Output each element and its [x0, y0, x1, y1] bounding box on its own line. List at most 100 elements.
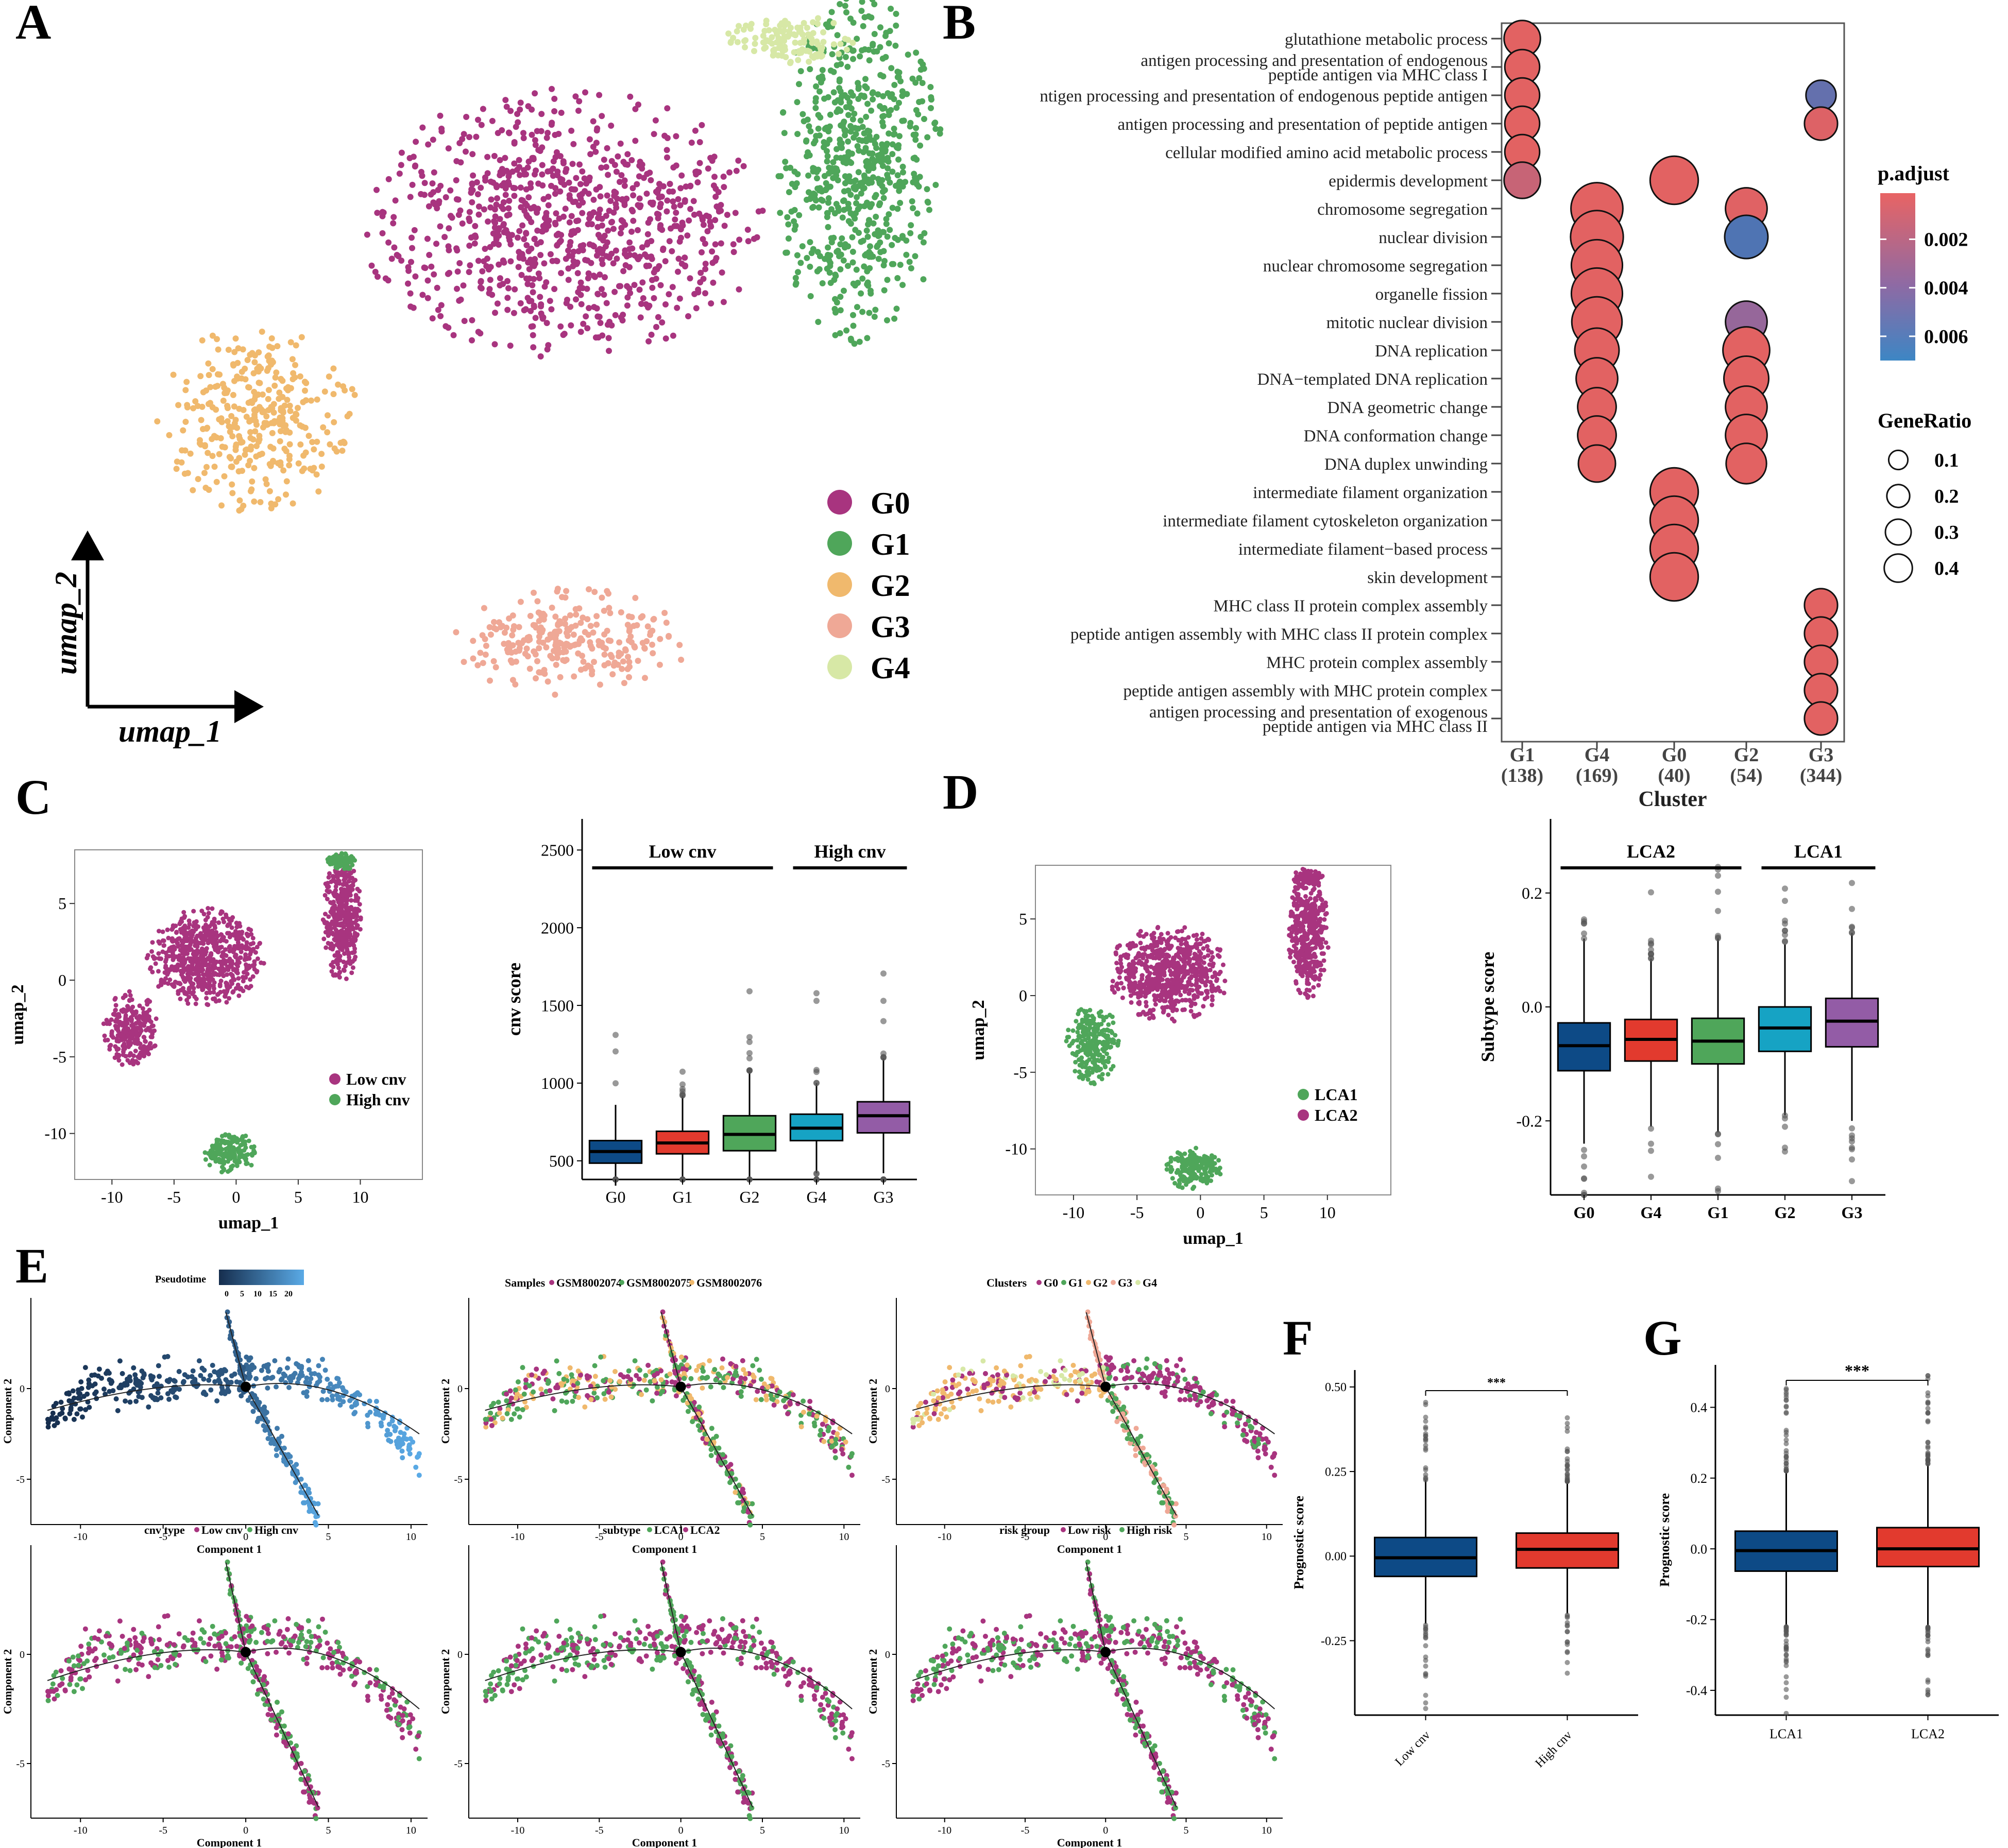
subplot-title: Samples: [505, 1276, 546, 1289]
generatio-label: 0.3: [1934, 522, 1959, 543]
x-tick-label: -10: [938, 1825, 951, 1836]
term-label: MHC protein complex assembly: [1266, 654, 1488, 672]
umap-y-label: umap_2: [49, 572, 83, 675]
outliers: [880, 970, 887, 1183]
dotplot-x-label: Cluster: [1639, 788, 1707, 811]
y-tick-label: 0.0: [1522, 998, 1542, 1016]
y-tick-label: 0.2: [1691, 1471, 1708, 1486]
pseudotime-tick: 0: [225, 1290, 229, 1298]
box-g0: [588, 1032, 643, 1186]
legend-dot-g3: [827, 613, 852, 638]
y-tick-label: -5: [454, 1474, 463, 1485]
x-axis-label: Component 1: [632, 1836, 697, 1848]
x-tick-label: -10: [511, 1531, 525, 1543]
x-tick-label: 10: [1262, 1531, 1272, 1543]
panel-f-boxplot: 0.50 0.25 0.00 -0.25 Prognostic score Low cnv…: [1291, 1370, 1638, 1770]
x-tick-label: High cnv: [1533, 1729, 1575, 1770]
pseudotime-tick: 20: [284, 1290, 293, 1298]
legend-label-g2: G2: [871, 569, 910, 603]
legend-label: GSM8002075: [626, 1276, 692, 1289]
x-axis-label: Component 1: [632, 1543, 697, 1555]
term-label: DNA geometric change: [1327, 399, 1488, 417]
legend-dot: [1135, 1280, 1141, 1285]
subplot-title: Pseudotime: [155, 1274, 206, 1285]
trajectory-points: [483, 1559, 855, 1821]
term-label: DNA replication: [1375, 342, 1488, 361]
umap-axes: umap_1 umap_2: [49, 531, 264, 748]
dotplot-frame: [1501, 22, 1845, 743]
y-axis-label: Component 2: [866, 1379, 879, 1444]
x-tick-label: 10: [839, 1531, 849, 1543]
y-tick-label: 0: [885, 1649, 890, 1661]
y-tick-label: 0: [457, 1383, 463, 1395]
y-axis-label: Component 2: [1, 1379, 14, 1444]
y-tick-label: -0.2: [1686, 1613, 1707, 1628]
padj-tick-label: 0.004: [1924, 278, 1968, 299]
pseudotime-tick: 10: [253, 1290, 262, 1298]
group-label: LCA2: [1627, 841, 1675, 862]
y-tick-label: 2500: [541, 841, 574, 860]
umap-y-tick: 5: [58, 894, 66, 913]
legend-dot: [619, 1280, 624, 1285]
outliers: [1423, 1399, 1428, 1712]
y-tick-label: 0.50: [1325, 1381, 1347, 1394]
y-axis-label: cnv score: [504, 963, 524, 1036]
legend-label: G2: [1093, 1276, 1108, 1289]
branch-node: [1100, 1647, 1111, 1657]
go-dot: [1724, 214, 1769, 260]
go-dot: [1649, 155, 1699, 206]
legend-label: LCA1: [654, 1524, 684, 1536]
y-tick-label: 500: [549, 1152, 574, 1170]
panel-c-boxplot: 500 1000 1500 2000 2500 cnv score G0 G1 G2 G4 G3 Lo…: [504, 819, 917, 1206]
legend-dot-g0: [827, 490, 852, 515]
term-label: chromosome segregation: [1317, 200, 1488, 219]
generatio-circle: [1884, 518, 1912, 546]
legend-label-g0: G0: [871, 486, 910, 520]
term-label: DNA duplex unwinding: [1324, 455, 1488, 474]
umap-frame: [1035, 865, 1391, 1195]
x-tick-label: -10: [511, 1825, 525, 1836]
subplot-legend: cnv type Low cnv High cnv: [144, 1524, 298, 1536]
umap-y-tick: 5: [1019, 910, 1027, 928]
dotplot-term-labels: glutathione metabolic process antigen pro…: [1040, 30, 1502, 736]
legend-label: High risk: [1127, 1524, 1172, 1536]
x-axis-label: Component 1: [197, 1836, 262, 1848]
x-tick-label: 0: [243, 1825, 248, 1836]
generatio-circle: [1883, 553, 1913, 583]
box-g4: [789, 990, 844, 1183]
x-tick-label: 0: [678, 1531, 684, 1543]
legend-dot-g2: [827, 572, 852, 597]
term-label: intermediate filament organization: [1253, 484, 1488, 502]
legend-label: G1: [1068, 1276, 1083, 1289]
generatio-label: 0.2: [1934, 486, 1959, 507]
y-tick-label: 0.0: [1691, 1542, 1708, 1556]
box-body: [856, 1101, 911, 1134]
branch-node: [241, 1647, 251, 1657]
y-tick-label: -5: [881, 1474, 890, 1485]
box-g1: [1691, 864, 1745, 1194]
outliers: [1648, 889, 1654, 1180]
umap-x-label: umap_1: [1183, 1229, 1243, 1248]
cluster-points-g2: [154, 329, 358, 514]
padj-colorbar: [1880, 193, 1915, 361]
x-tick-label: G2: [1775, 1203, 1796, 1222]
subplot-title: cnv type: [144, 1524, 185, 1536]
x-tick-label: -10: [74, 1531, 88, 1543]
x-axis-label: Component 1: [197, 1543, 262, 1555]
legend-dot: [647, 1527, 652, 1532]
axis-arrow-right-icon: [234, 690, 264, 723]
umap-y-tick: -5: [53, 1048, 66, 1066]
panel-g-boxplot: 0.4 0.2 0.0 -0.2 -0.4 Prognostic score LCA1 LCA…: [1657, 1361, 1999, 1741]
trajectory-points: [483, 1309, 855, 1528]
umap-x-tick: -10: [1063, 1203, 1085, 1222]
umap-points: [101, 851, 363, 1175]
umap-y-label: umap_2: [8, 984, 27, 1045]
x-tick-label: 10: [406, 1531, 416, 1543]
legend-dot-g1: [827, 531, 852, 556]
term-label: organelle fission: [1375, 285, 1488, 304]
panel-label-e: E: [15, 1238, 48, 1293]
term-label: DNA−templated DNA replication: [1257, 370, 1488, 389]
legend-dot: [689, 1280, 694, 1285]
branch-node: [675, 1647, 686, 1657]
